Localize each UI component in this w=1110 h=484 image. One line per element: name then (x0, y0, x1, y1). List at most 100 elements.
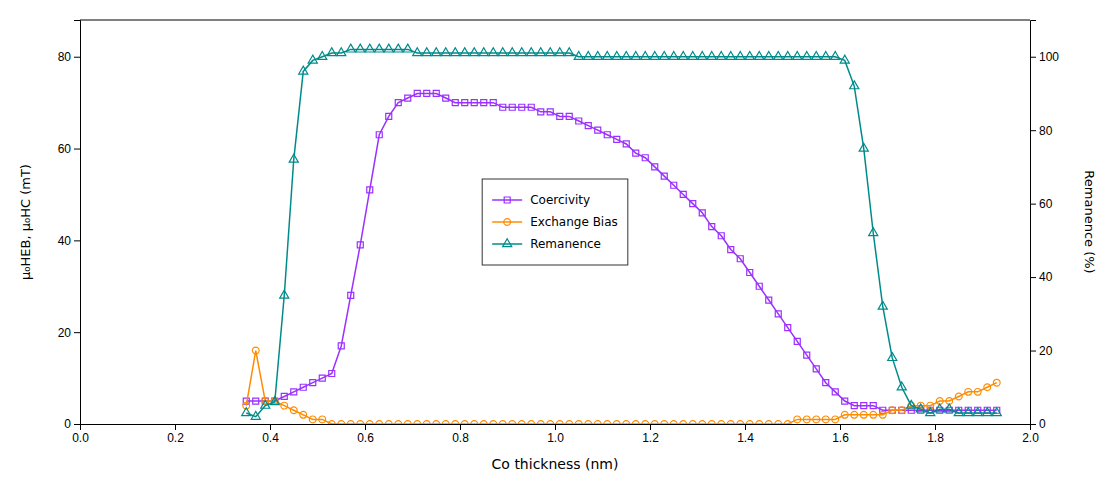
legend-label: Remanence (530, 237, 601, 251)
marker (878, 301, 887, 309)
marker (840, 55, 849, 63)
marker (680, 191, 686, 197)
marker (441, 48, 450, 56)
marker (394, 44, 403, 52)
tick: 1.4 (737, 424, 754, 445)
marker (348, 292, 354, 298)
marker (555, 48, 564, 56)
tick-mark (74, 240, 80, 241)
marker (954, 408, 963, 416)
marker (661, 421, 668, 424)
tick-mark (555, 424, 556, 430)
marker (679, 51, 688, 59)
tick: 80 (1030, 124, 1053, 138)
tick: 0.8 (452, 424, 469, 445)
marker (965, 388, 972, 395)
marker (536, 48, 545, 56)
marker (832, 389, 838, 395)
tick-label: 0.2 (167, 431, 184, 445)
marker (709, 224, 715, 230)
tick-label: 0.0 (72, 431, 89, 445)
marker (481, 100, 487, 106)
marker (479, 48, 488, 56)
marker (347, 421, 354, 424)
marker (489, 48, 498, 56)
marker (576, 118, 582, 124)
marker (623, 141, 629, 147)
marker (756, 421, 763, 424)
tick: 2.0 (1022, 424, 1039, 445)
marker (452, 421, 459, 424)
tick-mark (74, 57, 80, 58)
marker (252, 347, 259, 354)
tick-mark (74, 149, 80, 150)
marker (688, 51, 697, 59)
marker (907, 400, 916, 408)
tick-mark (1030, 204, 1036, 205)
marker (766, 297, 772, 303)
marker (290, 407, 297, 414)
marker (327, 48, 336, 56)
marker (251, 411, 260, 419)
marker (793, 51, 802, 59)
marker (546, 48, 555, 56)
marker (595, 127, 601, 133)
marker (652, 164, 658, 170)
marker (974, 388, 981, 395)
marker (337, 48, 346, 56)
marker (804, 352, 810, 358)
marker (983, 408, 992, 416)
legend-marker (503, 239, 512, 247)
marker (671, 182, 677, 188)
marker (328, 421, 335, 424)
marker (699, 210, 705, 216)
marker (395, 100, 401, 106)
marker (642, 155, 648, 161)
line (246, 93, 997, 410)
marker (547, 421, 554, 424)
legend-box (482, 179, 628, 265)
legend-swatch (492, 199, 522, 201)
marker (338, 421, 345, 424)
tick-label: 0 (64, 417, 71, 431)
tick: 1.2 (642, 424, 659, 445)
x-axis: 0.00.20.40.60.81.01.21.41.61.82.0 (72, 424, 1039, 445)
marker (631, 51, 640, 59)
tick-label: 40 (58, 234, 72, 248)
marker (736, 51, 745, 59)
marker (289, 154, 298, 162)
marker (794, 416, 801, 423)
marker (737, 421, 744, 424)
marker (509, 104, 515, 110)
marker (935, 404, 944, 412)
marker (614, 136, 620, 142)
legend-entry: Exchange Bias (492, 215, 618, 229)
marker (746, 421, 753, 424)
marker (395, 421, 402, 424)
marker (281, 402, 288, 409)
marker (737, 256, 743, 262)
marker (261, 400, 270, 408)
marker (822, 416, 829, 423)
marker (823, 380, 829, 386)
marker (319, 416, 326, 423)
marker (424, 90, 430, 96)
marker (633, 150, 639, 156)
marker (281, 393, 287, 399)
tick-mark (175, 424, 176, 430)
marker (690, 201, 696, 207)
marker (319, 375, 325, 381)
tick: 1.0 (547, 424, 564, 445)
legend-entry: Coercivity (492, 193, 590, 207)
marker (499, 421, 506, 424)
tick: 80 (58, 50, 80, 64)
tick-label: 1.8 (927, 431, 944, 445)
legend-marker (504, 219, 511, 226)
marker (376, 132, 382, 138)
tick-label: 0.8 (452, 431, 469, 445)
marker (728, 247, 734, 253)
tick-label: 1.4 (737, 431, 754, 445)
marker (660, 51, 669, 59)
marker (821, 51, 830, 59)
axis-line (81, 425, 1031, 431)
